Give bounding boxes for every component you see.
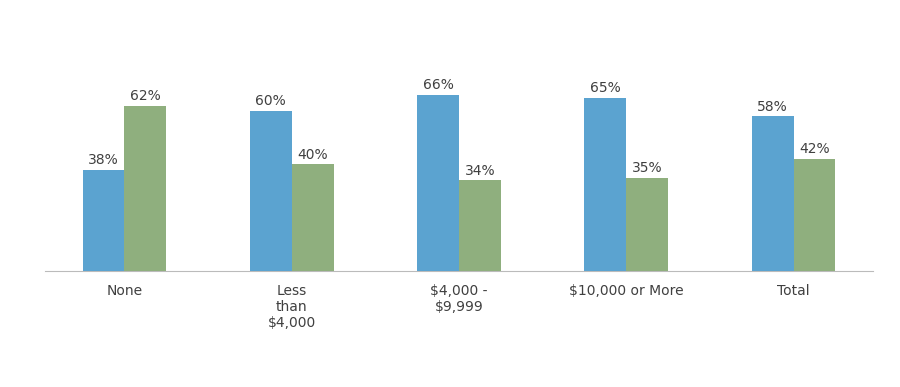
Text: 35%: 35% bbox=[632, 161, 662, 175]
Text: 58%: 58% bbox=[757, 99, 788, 114]
Bar bbox=[794, 159, 835, 271]
Bar bbox=[83, 170, 124, 271]
Bar bbox=[752, 116, 794, 271]
Bar bbox=[418, 95, 459, 271]
Text: 66%: 66% bbox=[423, 78, 454, 92]
Text: 42%: 42% bbox=[799, 142, 830, 156]
Text: 38%: 38% bbox=[88, 153, 119, 167]
Bar bbox=[250, 111, 292, 271]
Text: 40%: 40% bbox=[297, 147, 328, 162]
Text: 60%: 60% bbox=[256, 94, 286, 108]
Bar bbox=[292, 164, 334, 271]
Text: 62%: 62% bbox=[130, 89, 161, 103]
Text: 65%: 65% bbox=[590, 81, 621, 95]
Bar bbox=[626, 178, 668, 271]
Text: 34%: 34% bbox=[464, 164, 495, 178]
Bar bbox=[459, 180, 500, 271]
Bar bbox=[584, 98, 626, 271]
Bar bbox=[124, 106, 166, 271]
